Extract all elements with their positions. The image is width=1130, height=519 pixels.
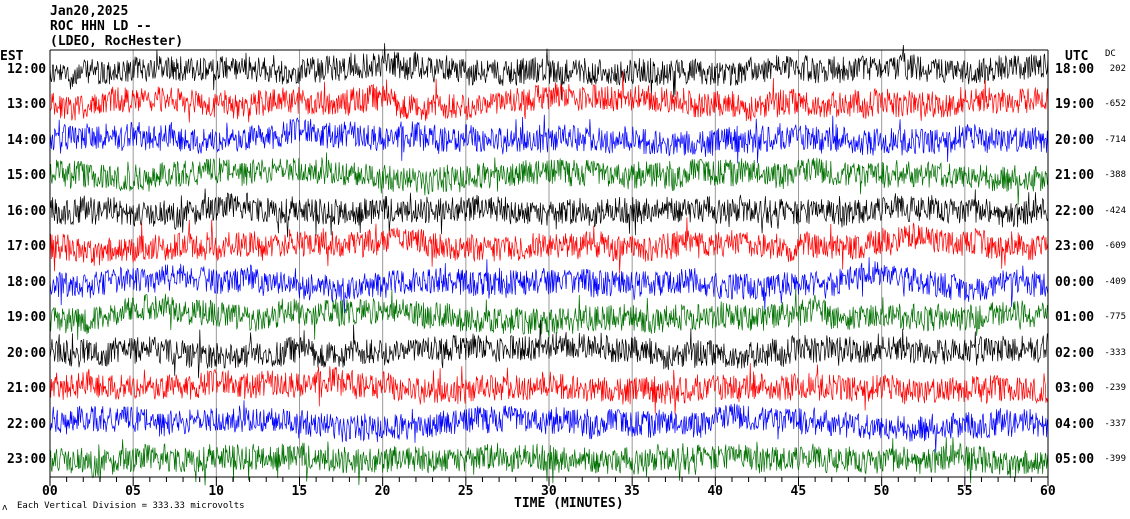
utc-hour-label: 04:00	[1055, 416, 1095, 432]
utc-hour-label: 19:00	[1055, 97, 1095, 113]
dc-offset-value: -775	[1104, 312, 1126, 323]
station-label: ROC HHN LD --	[50, 19, 152, 34]
dc-offset-value: -652	[1104, 99, 1126, 110]
network-label: (LDEO, RocHester)	[50, 34, 184, 49]
dc-offset-value: -239	[1104, 383, 1126, 394]
footer-mark: ʌ	[2, 503, 8, 513]
seismic-trace	[49, 114, 1049, 164]
seismic-trace	[49, 363, 1049, 415]
dc-offset-value: -424	[1104, 205, 1126, 216]
dc-offset-value: -714	[1104, 134, 1126, 145]
dc-offset-value: -609	[1104, 241, 1126, 252]
x-axis-title: TIME (MINUTES)	[514, 496, 624, 511]
x-tick-label: 50	[873, 484, 890, 499]
x-tick-label: 10	[208, 484, 224, 499]
seismic-trace	[49, 437, 1049, 486]
seismic-trace	[49, 217, 1049, 274]
dc-offset-value: -388	[1104, 170, 1126, 181]
dc-offset-value: 202	[1109, 64, 1126, 74]
utc-hour-label: 18:00	[1055, 62, 1095, 77]
est-hour-label: 12:00	[7, 62, 47, 77]
x-tick-label: 30	[541, 484, 557, 499]
x-tick-label: 25	[457, 484, 474, 499]
est-hour-label: 17:00	[7, 239, 47, 255]
utc-label: UTC	[1065, 49, 1089, 64]
x-tick-label: 05	[125, 484, 141, 499]
x-tick-label: 35	[624, 484, 640, 499]
est-hour-label: 21:00	[7, 381, 47, 397]
dc-offset-value: -409	[1104, 276, 1126, 287]
seismic-trace	[49, 152, 1049, 205]
est-label: EST	[0, 49, 24, 64]
x-tick-label: 40	[707, 484, 723, 499]
date-label: Jan20,2025	[50, 4, 129, 19]
seismic-trace	[49, 288, 1048, 340]
utc-hour-label: 05:00	[1055, 451, 1095, 467]
x-tick-label: 55	[956, 484, 973, 499]
est-hour-label: 23:00	[7, 451, 47, 467]
dc-label: DC	[1105, 49, 1116, 59]
x-tick-label: 15	[291, 484, 308, 499]
scale-text: Each Vertical Division = 333.33 microvol…	[17, 501, 245, 511]
est-hour-label: 15:00	[7, 168, 47, 184]
est-hour-label: 16:00	[7, 203, 47, 219]
est-hour-label: 14:00	[7, 132, 47, 148]
seismic-trace	[49, 257, 1049, 314]
utc-hour-label: 00:00	[1055, 274, 1095, 290]
est-hour-label: 18:00	[7, 274, 47, 290]
x-tick-label: 00	[42, 484, 58, 499]
est-hour-label: 20:00	[7, 345, 47, 361]
x-tick-label: 45	[790, 484, 807, 499]
utc-hour-label: 23:00	[1055, 239, 1095, 255]
utc-hour-label: 02:00	[1055, 345, 1095, 361]
est-hour-label: 19:00	[7, 310, 47, 326]
dc-offset-value: -399	[1104, 453, 1126, 464]
est-hour-label: 22:00	[7, 416, 47, 432]
utc-hour-label: 21:00	[1055, 168, 1095, 184]
seismic-trace	[49, 188, 1049, 238]
seismic-trace	[49, 400, 1049, 453]
x-tick-label: 20	[374, 484, 391, 499]
x-tick-label: 60	[1040, 484, 1056, 499]
utc-hour-label: 20:00	[1055, 132, 1095, 148]
dc-offset-value: -333	[1104, 347, 1126, 358]
est-hour-label: 13:00	[7, 97, 47, 113]
seismic-trace	[49, 43, 1049, 100]
dc-offset-value: -337	[1104, 418, 1126, 429]
utc-hour-label: 22:00	[1055, 203, 1095, 219]
utc-hour-label: 03:00	[1055, 381, 1095, 397]
seismic-trace	[49, 71, 1049, 123]
seismic-trace	[49, 320, 1049, 379]
utc-hour-label: 01:00	[1055, 310, 1095, 326]
